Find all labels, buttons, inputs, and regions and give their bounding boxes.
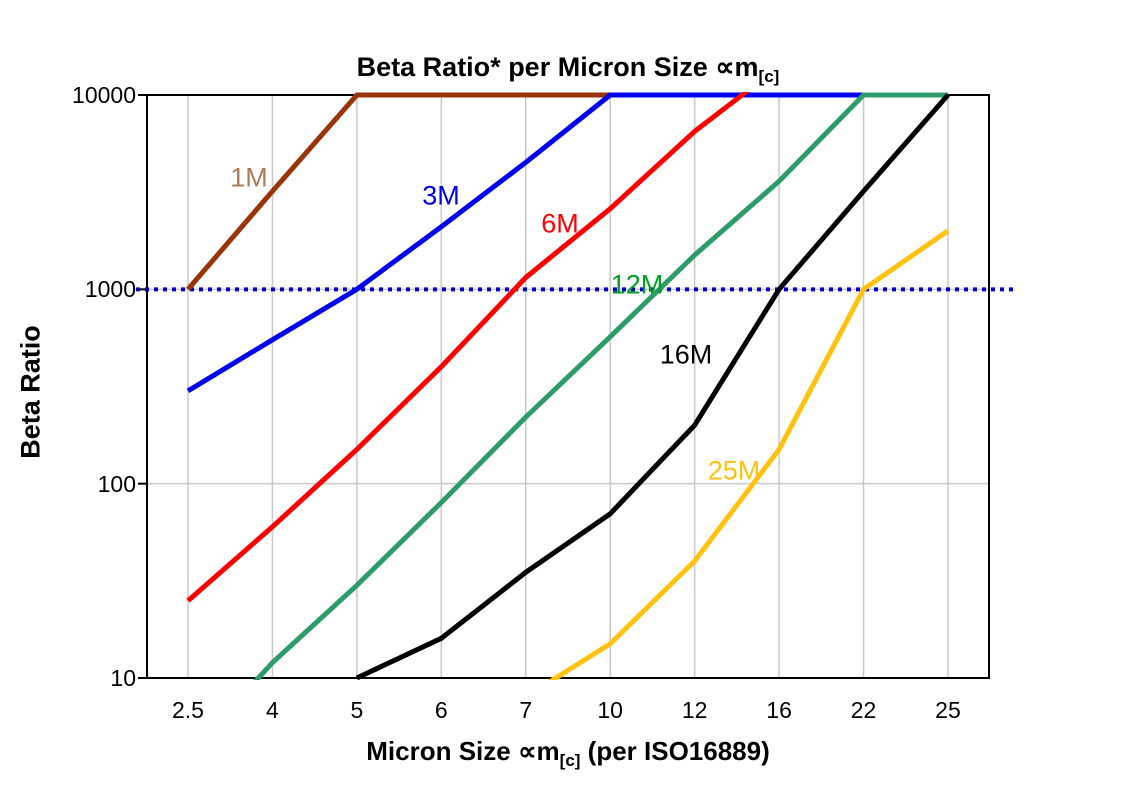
micron-subscript: [c]	[758, 67, 780, 86]
x-tick-label-16: 16	[766, 697, 792, 723]
series-label-25M: 25M	[707, 455, 761, 486]
x-tick-label-10: 10	[597, 697, 623, 723]
y-tick-label-10: 10	[110, 665, 136, 691]
y-tick-label-10000: 10000	[72, 82, 136, 108]
x-axis-title-main: Micron Size	[366, 736, 518, 766]
series-label-1M: 1M	[230, 162, 268, 193]
micron-symbol: ∝m	[715, 52, 759, 82]
y-axis-title: Beta Ratio	[15, 325, 46, 459]
series-line-1M	[186, 92, 611, 291]
x-tick-label-25: 25	[935, 697, 961, 723]
micron-symbol: ∝m	[517, 736, 560, 766]
plot-border	[146, 94, 990, 679]
x-tick-label-6: 6	[434, 697, 448, 723]
series-line-3M	[186, 92, 864, 394]
micron-subscript: [c]	[559, 751, 581, 770]
x-tick-label-4: 4	[266, 697, 279, 723]
series-label-12M: 12M	[610, 269, 664, 300]
series-line-16M	[355, 93, 950, 680]
series-label-6M: 6M	[541, 208, 579, 239]
x-tick-label-2.5: 2.5	[172, 697, 204, 723]
y-tick-label-1000: 1000	[84, 276, 136, 303]
series-line-25M	[547, 228, 950, 680]
x-tick-label-12: 12	[681, 697, 708, 723]
series-label-16M: 16M	[659, 339, 713, 370]
chart-title: Beta Ratio* per Micron Size ∝m[c]	[147, 52, 989, 87]
x-tick-label-22: 22	[850, 697, 877, 723]
chart-title-main: Beta Ratio* per Micron Size	[356, 52, 716, 82]
x-tick-label-5: 5	[350, 697, 364, 723]
x-axis-title-suffix: (per ISO16889)	[580, 736, 770, 766]
x-axis-title: Micron Size ∝m[c] (per ISO16889)	[147, 736, 989, 771]
series-label-3M: 3M	[422, 180, 460, 211]
series-line-12M	[253, 92, 948, 680]
y-tick-label-100: 100	[97, 470, 136, 497]
series-line-6M	[186, 92, 751, 603]
x-tick-label-7: 7	[519, 697, 533, 723]
